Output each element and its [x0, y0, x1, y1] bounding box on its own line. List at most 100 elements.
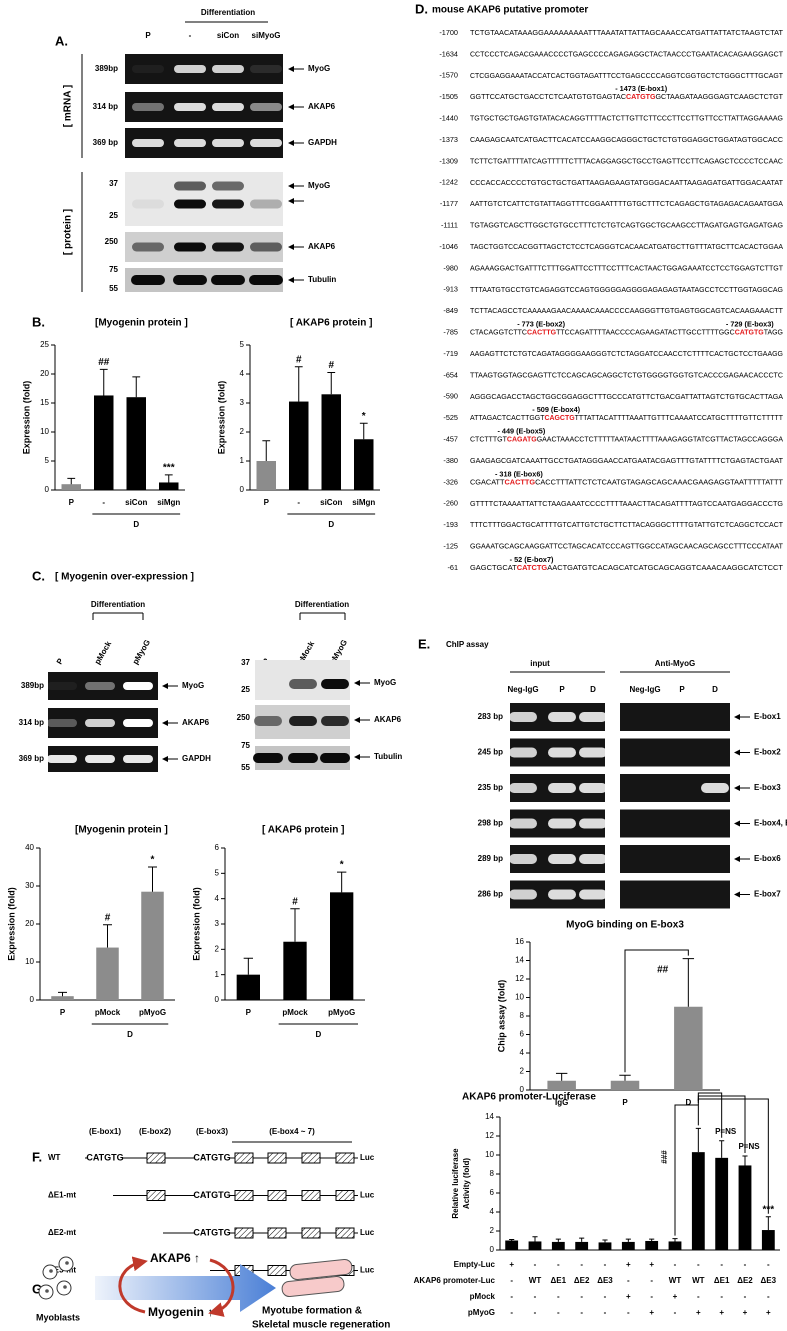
bar	[738, 1165, 752, 1250]
bar	[761, 1230, 775, 1250]
significance-label: P=NS	[738, 1142, 760, 1151]
cells-label: Myoblasts	[36, 1312, 80, 1322]
ebox-box	[301, 1227, 321, 1239]
x-tick-label: -	[102, 498, 105, 507]
gel	[620, 703, 730, 731]
lane-label: P	[145, 31, 151, 40]
ebox-box	[267, 1265, 287, 1276]
significance-label: *	[362, 411, 366, 422]
band-label: AKAP6	[182, 718, 210, 727]
sequence-segment: TGTAGGTCAGCTTGGCTGTGCCTTTCTCTGTCAGTGGCTG…	[470, 221, 783, 230]
bar	[528, 1241, 542, 1250]
header-label: Differentiation	[201, 8, 255, 17]
sequence-position: -260	[443, 499, 458, 508]
sequence-line: TGTGCTGCTGAGTGTATACACAGGTTTTACTCTTGTTCTT…	[470, 114, 783, 123]
sequence-line: TTAAGTGGTAGCGAGTTCTCCAGCAGCAGGCTCTGTGGGG…	[470, 370, 783, 379]
x-tick-label: pMyoG	[139, 1008, 166, 1017]
condition-cell: -	[510, 1276, 513, 1285]
ebox-box	[335, 1152, 355, 1164]
myotube	[289, 1258, 353, 1281]
sequence-segment: CTACAGGTCTTC	[470, 328, 527, 337]
x-tick-label: P	[264, 498, 270, 507]
condition-cell: WT	[669, 1276, 682, 1285]
condition-cell: +	[649, 1260, 654, 1269]
y-tick-label: 16	[515, 937, 524, 946]
marker-label: 55	[241, 763, 250, 772]
y-tick-label: 3	[215, 919, 220, 928]
sequence-line: TTTCTTTGGACTGCATTTTGTCATTGTCTGCTTCTTACAG…	[470, 520, 784, 529]
band-label: GAPDH	[182, 754, 211, 763]
y-tick-label: 30	[25, 881, 34, 890]
feedback-arrow	[208, 1258, 235, 1317]
error-bar	[555, 1238, 561, 1242]
error-bar	[625, 1238, 631, 1242]
significance-label: #	[105, 912, 111, 923]
group-label: D	[127, 1030, 133, 1039]
sequence-segment: TGTGCTGCTGAGTGTATACACAGGTTTTACTCTTGTTCTT…	[470, 114, 783, 123]
sequence-segment: TCTTCTGATTTTATCAGTTTTTCTTTACAGGAGGCTGCCT…	[470, 156, 783, 165]
sequence-segment: CACCTTTATTCTCTCAATGTAGAGCAGCAAACGAAGAGGT…	[535, 477, 783, 486]
sequence-segment: CCTCCCTCAGACGAAACCCCTGAGCCCCAGAGAGGCTACT…	[470, 49, 784, 58]
error-bar	[359, 422, 368, 440]
chart-title: [Myogenin protein ]	[95, 318, 188, 329]
gel-band	[289, 679, 317, 689]
lane-label: D	[590, 685, 596, 694]
y-tick-label: 3	[240, 398, 245, 407]
band-label: AKAP6	[308, 102, 336, 111]
gel-band	[579, 889, 607, 900]
gel	[620, 845, 730, 873]
ebox-note: - 729 (E-box3)	[726, 320, 774, 329]
gel-band	[211, 275, 245, 285]
bar	[505, 1240, 519, 1250]
gel	[125, 172, 283, 226]
arrow-head	[354, 754, 360, 760]
ebox-box	[301, 1190, 321, 1201]
ebox-header: (E-box1)	[89, 1127, 121, 1136]
y-axis-label: Expression (fold)	[21, 381, 31, 455]
size-label: 369 bp	[93, 138, 118, 147]
ebox-header: (E-box3)	[196, 1127, 228, 1136]
text-backdrop	[88, 1152, 122, 1164]
marker-label: 75	[109, 265, 118, 274]
band-label: E-box6	[754, 854, 781, 863]
ebox-box	[234, 1152, 254, 1164]
y-tick-label: 0	[490, 1245, 495, 1254]
construct-label: ΔE2-mt	[48, 1228, 76, 1237]
lane-label: siMyoG	[252, 31, 281, 40]
error-bar	[619, 1074, 631, 1081]
sequence-line: TCTGTAACATAAAGGAAAAAAAAATTTAAATATTATTAGC…	[470, 28, 784, 37]
condition-cell: ΔE2	[737, 1276, 753, 1285]
sequence-line: GGTTCCATGCTGACCTCTCAATGTGTGAGTACCATGTGGC…	[470, 92, 784, 101]
gel-band	[174, 181, 206, 191]
y-tick-label: 1	[240, 456, 245, 465]
gel-band	[579, 712, 607, 722]
sequence-segment: TAGG	[764, 328, 784, 337]
sequence-position: -1634	[439, 49, 458, 58]
arrow-head	[734, 785, 740, 791]
significance-label: *	[340, 860, 344, 871]
condition-cell: -	[604, 1260, 607, 1269]
lane-label: -	[189, 31, 192, 40]
y-tick-label: 0	[30, 995, 35, 1004]
condition-cell: -	[720, 1260, 723, 1269]
lane-label: pMock	[93, 639, 114, 666]
gel-band	[212, 139, 244, 147]
myotube	[281, 1275, 345, 1298]
gel-band	[47, 755, 77, 763]
sequence-line: ATTAGACTCACTTGGTCAGCTGTTTATTACATTTTAAATT…	[470, 413, 784, 422]
section-label: [ protein ]	[63, 209, 74, 255]
bar	[621, 1241, 635, 1250]
condition-cell: -	[674, 1260, 677, 1269]
sequence-line: TCTTACAGCCTCAAAAAGAACAAAACAAACCCCAAGGGTT…	[470, 306, 784, 315]
lane-label: P	[559, 685, 565, 694]
significance-label: #	[328, 360, 334, 371]
sequence-line: CTACAGGTCTTCCACTTGTTCCAGATTTTAACCCCAGAAG…	[470, 328, 783, 337]
error-bar	[290, 908, 300, 942]
gene-label: AKAP6 ↑	[150, 1251, 200, 1265]
chart-title: MyoG binding on E-box3	[566, 920, 684, 931]
gel-band	[253, 753, 283, 763]
gel-band	[132, 65, 164, 73]
significance-label: ##	[98, 357, 110, 368]
condition-cell: -	[767, 1292, 770, 1301]
marker-label: 75	[241, 741, 250, 750]
